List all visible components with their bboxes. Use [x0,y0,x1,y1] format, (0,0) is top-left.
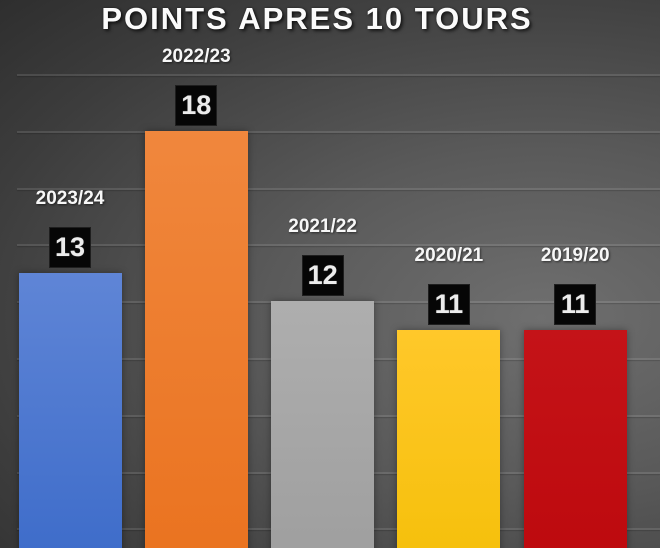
bar-2023-24 [18,272,122,548]
value-box-2019-20: 11 [554,283,597,325]
category-label-2021-22: 2021/22 [288,216,357,238]
bar-2022-23 [144,130,248,548]
value-box-2023-24: 13 [49,226,91,268]
value-box-2020-21: 11 [427,283,470,325]
bar-2019-20 [523,329,627,548]
category-label-2019-20: 2019/20 [540,244,610,266]
gridline-20pt [17,74,660,76]
value-label: 18 [181,89,212,120]
value-label: 11 [434,288,464,319]
value-box-2022-23: 18 [175,84,218,126]
gridline-14pt [17,244,660,247]
value-label: 12 [307,260,338,291]
gridline-16pt [17,187,660,190]
gridline-18pt [17,130,660,133]
bar-2021-22 [271,301,375,548]
value-label: 11 [560,288,590,319]
chart-title: POINTS APRES 10 TOURS [101,1,533,36]
value-label: 13 [54,231,86,262]
category-label-2022-23: 2022/23 [161,45,231,67]
value-box-2021-22: 12 [301,255,344,297]
category-label-2020-21: 2020/21 [414,244,484,266]
category-label-2023-24: 2023/24 [35,187,105,209]
bar-2020-21 [397,329,501,548]
